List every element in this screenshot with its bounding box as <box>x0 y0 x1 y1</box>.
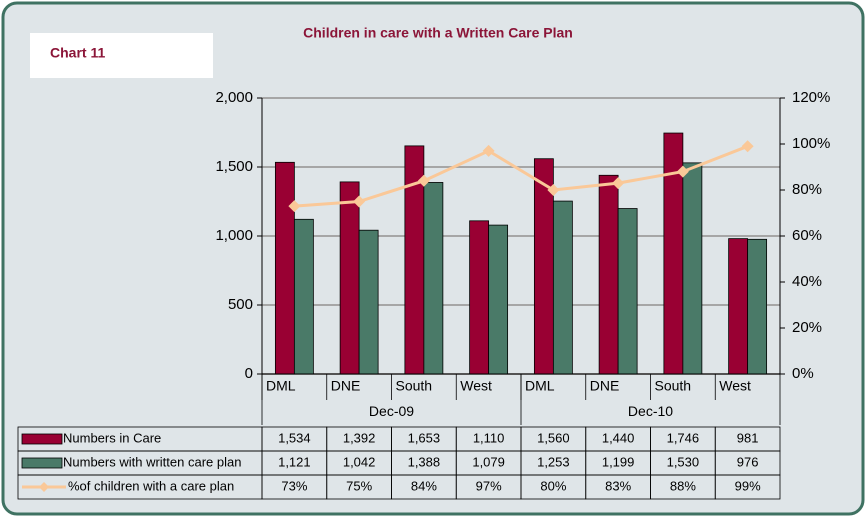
group-label: Dec-10 <box>628 403 673 419</box>
table-value: 1,079 <box>472 454 505 469</box>
y2-tick-label: 40% <box>792 273 822 290</box>
legend-key-marker <box>39 482 49 492</box>
line-marker <box>353 195 366 208</box>
bar <box>358 229 379 375</box>
line-marker <box>676 165 689 178</box>
table-value: 1,534 <box>278 430 311 445</box>
legend-label: %of children with a care plan <box>68 478 234 493</box>
table-value: 73% <box>281 478 307 493</box>
legend-key <box>21 433 63 445</box>
chart-title: Children in care with a Written Care Pla… <box>303 25 573 41</box>
table-value: 1,110 <box>473 430 505 445</box>
bar <box>293 218 314 375</box>
line-marker <box>612 177 625 190</box>
label-box <box>30 33 213 78</box>
x-tick-label: South <box>396 378 433 394</box>
y-tick-label: 1,000 <box>215 227 253 244</box>
table-value: 981 <box>737 430 759 445</box>
table-value: 1,653 <box>408 430 441 445</box>
table-value: 1,530 <box>667 454 700 469</box>
bar <box>274 161 295 375</box>
y2-tick-label: 120% <box>792 89 830 106</box>
y2-tick-label: 60% <box>792 227 822 244</box>
line-marker <box>417 174 430 187</box>
y-tick-label: 500 <box>228 296 253 313</box>
legend-label: Numbers with written care plan <box>63 454 241 469</box>
table-value: 1,560 <box>537 430 570 445</box>
table-cell <box>714 474 781 500</box>
bar <box>598 174 619 375</box>
table-value: 1,746 <box>667 430 700 445</box>
x-tick-label: West <box>460 378 492 394</box>
bar <box>339 181 360 375</box>
x-tick-label: West <box>719 378 751 394</box>
legend-key <box>21 457 63 469</box>
x-tick-label: DML <box>266 378 296 394</box>
x-tick-label: DML <box>525 378 555 394</box>
table-value: 97% <box>476 478 502 493</box>
table-value: 84% <box>411 478 437 493</box>
y2-tick-label: 80% <box>792 181 822 198</box>
bar <box>423 182 444 375</box>
bar <box>728 238 749 375</box>
line-marker <box>741 140 754 153</box>
table-value: 80% <box>540 478 566 493</box>
table-value: 88% <box>670 478 696 493</box>
bar <box>469 220 490 375</box>
group-label: Dec-09 <box>369 403 414 419</box>
chart-label: Chart 11 <box>50 45 105 61</box>
table-value: 1,042 <box>343 454 376 469</box>
table-value: 1,253 <box>537 454 570 469</box>
legend-label: Numbers in Care <box>63 430 161 445</box>
x-tick-label: DNE <box>331 378 361 394</box>
y2-tick-label: 0% <box>792 365 814 382</box>
y2-tick-label: 20% <box>792 319 822 336</box>
table-value: 976 <box>737 454 759 469</box>
y-tick-label: 2,000 <box>215 89 253 106</box>
line-marker <box>547 184 560 196</box>
y-tick-label: 0 <box>245 365 253 382</box>
bar <box>747 238 768 375</box>
table-value: 75% <box>346 478 372 493</box>
bar <box>682 162 703 375</box>
table-value: 1,388 <box>408 454 441 469</box>
bar <box>488 224 509 375</box>
table-value: 83% <box>605 478 631 493</box>
table-value: 99% <box>735 478 761 493</box>
x-tick-label: South <box>655 378 692 394</box>
table-value: 1,440 <box>602 430 635 445</box>
table-value: 1,199 <box>602 454 635 469</box>
line-marker <box>482 144 495 157</box>
y-tick-label: 1,500 <box>215 158 253 175</box>
table-value: 1,392 <box>343 430 376 445</box>
x-tick-label: DNE <box>590 378 620 394</box>
bar <box>552 200 573 375</box>
line-marker <box>288 200 301 213</box>
table-value: 1,121 <box>278 454 311 469</box>
line <box>294 144 749 208</box>
y2-tick-label: 100% <box>792 135 830 152</box>
bar <box>617 208 638 375</box>
